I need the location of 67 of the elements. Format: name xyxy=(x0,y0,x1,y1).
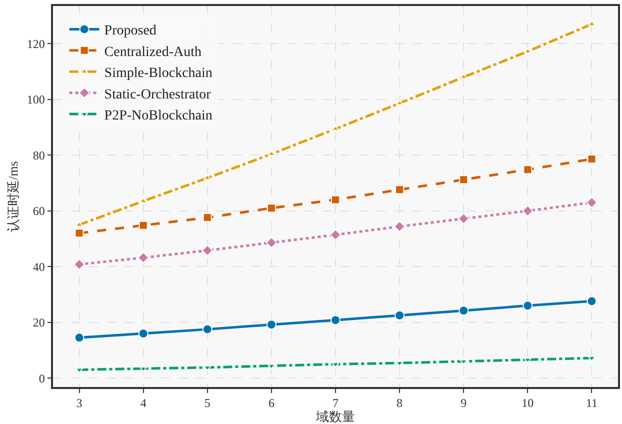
x-tick-label: 10 xyxy=(522,396,534,410)
point xyxy=(396,361,404,367)
point xyxy=(203,174,212,180)
point xyxy=(75,368,84,374)
x-tick-label: 11 xyxy=(586,396,598,410)
point xyxy=(395,185,404,194)
point xyxy=(460,74,468,80)
point xyxy=(586,296,597,306)
point xyxy=(332,125,340,131)
point xyxy=(138,220,148,230)
x-tick-label: 3 xyxy=(76,396,82,410)
point xyxy=(138,328,148,338)
point xyxy=(587,154,596,164)
x-tick-label: 5 xyxy=(204,396,210,410)
point xyxy=(74,332,84,343)
point xyxy=(588,20,596,26)
y-tick-label: 0 xyxy=(38,371,45,386)
point xyxy=(203,365,212,371)
x-tick-label: 8 xyxy=(396,396,403,410)
legend-label: Proposed xyxy=(104,24,156,39)
point xyxy=(586,196,598,208)
y-tick-label: 120 xyxy=(26,36,45,51)
legend-label: Centralized-Auth xyxy=(104,44,202,60)
point xyxy=(396,100,404,106)
point xyxy=(522,300,533,311)
point xyxy=(332,362,340,368)
point xyxy=(458,306,469,316)
legend-label: P2P-NoBlockchain xyxy=(104,108,212,124)
y-tick-label: 60 xyxy=(32,204,45,218)
legend-label: Simple-Blockchain xyxy=(104,66,212,82)
point xyxy=(331,195,340,204)
point xyxy=(394,310,405,320)
point xyxy=(394,220,406,232)
y-tick-label: 100 xyxy=(26,92,45,107)
x-axis-title: 域数量 xyxy=(315,409,355,424)
point xyxy=(524,48,532,54)
point xyxy=(74,258,85,270)
point xyxy=(330,315,340,326)
point xyxy=(139,366,148,372)
point xyxy=(460,359,468,365)
point xyxy=(458,212,470,224)
y-tick-label: 20 xyxy=(32,316,45,330)
point xyxy=(330,229,342,241)
point xyxy=(267,364,276,370)
x-tick-label: 6 xyxy=(268,396,274,410)
point xyxy=(202,324,212,334)
point xyxy=(266,236,278,248)
point xyxy=(202,244,214,256)
point xyxy=(523,165,532,174)
point xyxy=(524,358,532,364)
point xyxy=(266,320,276,330)
point xyxy=(138,252,150,264)
point xyxy=(202,213,212,222)
point xyxy=(139,198,148,204)
point xyxy=(266,204,276,213)
y-tick-label: 40 xyxy=(32,260,45,274)
point xyxy=(588,356,596,362)
x-tick-label: 4 xyxy=(140,396,146,410)
legend-label: Static-Orchestrator xyxy=(104,87,212,102)
x-tick-label: 7 xyxy=(332,396,338,410)
x-tick-label: 9 xyxy=(460,396,467,410)
point xyxy=(75,221,84,227)
point xyxy=(74,228,84,238)
y-axis-title: 认证时延/ms xyxy=(5,161,20,232)
point xyxy=(522,205,534,217)
point xyxy=(459,175,468,184)
y-tick-label: 80 xyxy=(32,148,45,162)
